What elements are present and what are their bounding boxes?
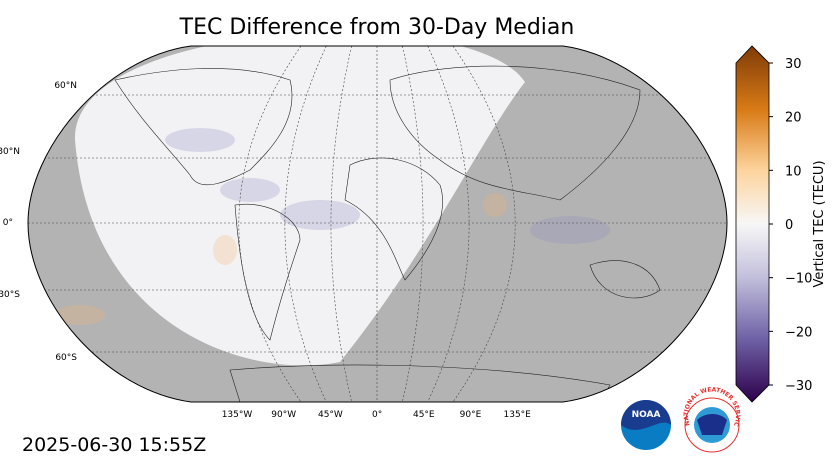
lat-label: 30°N bbox=[0, 147, 20, 157]
lon-label: 0° bbox=[372, 410, 382, 420]
meridian bbox=[330, 46, 352, 402]
map bbox=[28, 46, 727, 402]
colorbar-tick-label: 0 bbox=[785, 218, 793, 233]
coastlines bbox=[114, 65, 661, 402]
noaa-text: NOAA bbox=[632, 410, 661, 420]
tec-positive bbox=[55, 193, 507, 325]
lat-label: 0° bbox=[3, 218, 13, 228]
lat-label: 60°S bbox=[55, 353, 77, 363]
day-region bbox=[74, 46, 525, 366]
noaa-logo: NOAA bbox=[621, 400, 671, 450]
graticule bbox=[28, 46, 727, 402]
lon-label: 135°E bbox=[504, 410, 532, 420]
meridian bbox=[284, 46, 327, 402]
lat-label: 30°S bbox=[0, 290, 20, 300]
colorbar-tick-label: −10 bbox=[785, 272, 812, 287]
chart-title: TEC Difference from 30-Day Median bbox=[179, 15, 575, 40]
meridian bbox=[427, 46, 470, 402]
lat-label: 60°N bbox=[54, 81, 77, 91]
meridian bbox=[452, 46, 516, 402]
colorbar bbox=[735, 45, 770, 403]
colorbar-tick-label: −30 bbox=[785, 379, 812, 394]
colorbar-tick-label: 10 bbox=[785, 164, 802, 179]
lon-label: 135°W bbox=[222, 410, 253, 420]
meridian bbox=[402, 46, 424, 402]
colorbar-tick-label: 30 bbox=[785, 57, 802, 72]
lon-label: 90°W bbox=[271, 410, 296, 420]
colorbar-label: Vertical TEC (TECU) bbox=[812, 160, 827, 287]
meridian bbox=[238, 46, 302, 402]
lon-label: 90°E bbox=[460, 410, 482, 420]
timestamp: 2025-06-30 15:55Z bbox=[22, 434, 206, 456]
lon-label: 45°W bbox=[318, 410, 343, 420]
colorbar-tick-label: −20 bbox=[785, 325, 812, 340]
colorbar-tick-label: 20 bbox=[785, 111, 802, 126]
lon-label: 45°E bbox=[413, 410, 435, 420]
